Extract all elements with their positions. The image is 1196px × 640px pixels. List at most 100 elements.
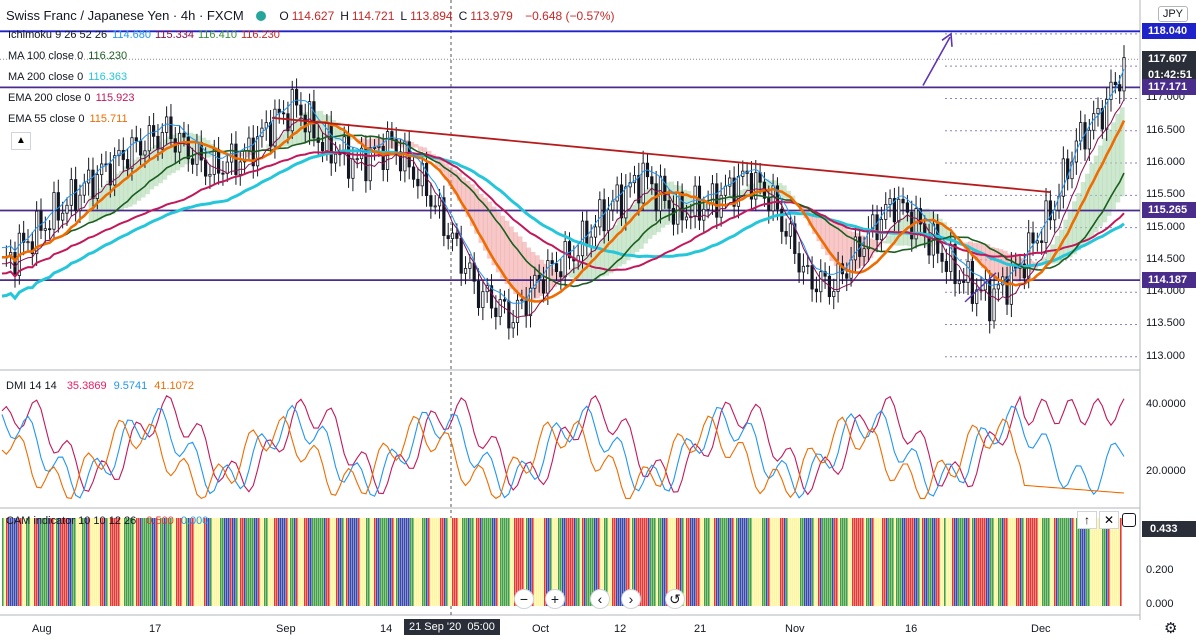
cam-bar — [92, 518, 94, 606]
cam-bar — [552, 518, 554, 606]
cam-bar — [846, 518, 848, 606]
candle-body — [390, 131, 394, 141]
candle-body — [476, 280, 481, 308]
symbol-title[interactable]: Swiss Franc / Japanese Yen · 4h · FXCM — [6, 8, 244, 23]
cam-bar — [202, 518, 204, 606]
drawings[interactable] — [271, 32, 1051, 303]
indicator-legend-row[interactable]: EMA 55 close 0 115.711 — [8, 113, 132, 125]
cloud-segment — [591, 247, 597, 281]
trendline — [271, 116, 1051, 193]
cloud-segment — [1119, 107, 1125, 197]
indicator-legend-row[interactable]: Ichimoku 9 26 52 26 114.680 115.334 116.410… — [8, 29, 284, 41]
zoom-out-button[interactable]: − — [514, 589, 534, 609]
cam-bar — [1098, 518, 1100, 606]
cloud-segment — [313, 111, 319, 142]
cam-bar — [310, 518, 312, 606]
cam-bar — [952, 518, 954, 606]
cam-bar — [64, 518, 66, 606]
cam-bar — [356, 518, 358, 606]
cam-bar — [988, 518, 990, 606]
cam-bar — [402, 518, 404, 606]
cam-bar — [354, 518, 356, 606]
candle-body — [35, 210, 39, 255]
cloud-segment — [673, 184, 679, 221]
cam-bar — [486, 518, 488, 606]
pane-maximize-button[interactable] — [1122, 513, 1136, 527]
candle-body — [771, 185, 775, 212]
cam-bar — [28, 518, 30, 606]
cloud-segment — [478, 193, 484, 243]
cam-bar — [666, 518, 668, 606]
cloud-segment — [482, 197, 488, 251]
zoom-in-button[interactable]: + — [545, 589, 565, 609]
cam-bar — [276, 518, 278, 606]
cam-bar — [702, 518, 704, 606]
currency-badge[interactable]: JPY — [1157, 6, 1188, 22]
cam-legend: CAM indicator 10 10 12 26 0.500 0.000 — [6, 515, 214, 527]
cam-bar — [6, 518, 8, 606]
cam-bar — [934, 518, 936, 606]
cam-bar — [392, 518, 394, 606]
ohlc-value: 114.627 — [291, 9, 335, 23]
cam-bar — [490, 518, 492, 606]
cam-bar — [94, 518, 96, 606]
cam-bar — [518, 518, 520, 606]
candle-body — [82, 182, 86, 196]
cam-bar — [352, 518, 354, 606]
cam-bar — [668, 518, 670, 606]
settings-gear-icon[interactable]: ⚙ — [1164, 620, 1178, 637]
cam-bar — [1012, 518, 1014, 606]
candle-body — [962, 280, 966, 283]
indicator-legend-row[interactable]: MA 100 close 0 116.230 — [8, 50, 131, 62]
cloud-segment — [487, 201, 493, 259]
cam-bar — [130, 518, 132, 606]
cam-bar — [164, 518, 166, 606]
cam-bar — [926, 518, 928, 606]
cam-bar — [192, 518, 194, 606]
cam-bar — [758, 518, 760, 606]
cam-bar — [398, 518, 400, 606]
candle-body — [121, 149, 125, 160]
cam-bar — [68, 518, 70, 606]
scroll-left-button[interactable]: ‹ — [590, 589, 610, 609]
cam-bar — [378, 518, 380, 606]
cam-bar — [1116, 518, 1118, 606]
cam-bar — [550, 518, 552, 606]
candle-body — [377, 145, 381, 148]
price-tag: 117.171 — [1142, 79, 1196, 96]
cam-bar — [798, 518, 800, 606]
cam-bar — [674, 518, 676, 606]
candle-body — [43, 228, 47, 231]
cloud-segment — [123, 166, 129, 209]
cam-bar — [616, 518, 618, 606]
candle-body — [1113, 81, 1117, 86]
scroll-right-button[interactable]: › — [621, 589, 641, 609]
cam-bar — [924, 518, 926, 606]
cloud-segment — [998, 249, 1004, 282]
cam-bar — [190, 518, 192, 606]
pane-move-up-button[interactable]: ↑ — [1077, 511, 1097, 529]
indicator-legend-row[interactable]: EMA 200 close 0 115.923 — [8, 92, 139, 104]
candle-body — [26, 241, 30, 244]
reset-chart-button[interactable]: ↺ — [665, 589, 685, 609]
cloud-segment — [240, 152, 246, 157]
pane-close-button[interactable]: ✕ — [1099, 511, 1119, 529]
candle-body — [992, 288, 996, 322]
cam-bar — [886, 518, 888, 606]
candle-body — [65, 204, 69, 214]
cam-bar — [1068, 518, 1070, 606]
settings-button[interactable]: ▲ — [11, 132, 31, 150]
candle-body — [273, 108, 277, 147]
cam-label[interactable]: CAM indicator 10 10 12 26 — [6, 515, 137, 527]
candle-body — [208, 173, 212, 177]
dmi-values: 35.3869 9.5741 41.1072 — [63, 380, 197, 392]
dmi-label[interactable]: DMI 14 14 — [6, 380, 57, 392]
cam-bar — [246, 518, 248, 606]
cam-bar — [218, 518, 220, 606]
cam-bar — [366, 518, 368, 606]
indicator-legend-row[interactable]: MA 200 close 0 116.363 — [8, 71, 131, 83]
cam-bar — [1104, 518, 1106, 606]
cam-bar — [982, 518, 984, 606]
candle-body — [342, 136, 346, 155]
